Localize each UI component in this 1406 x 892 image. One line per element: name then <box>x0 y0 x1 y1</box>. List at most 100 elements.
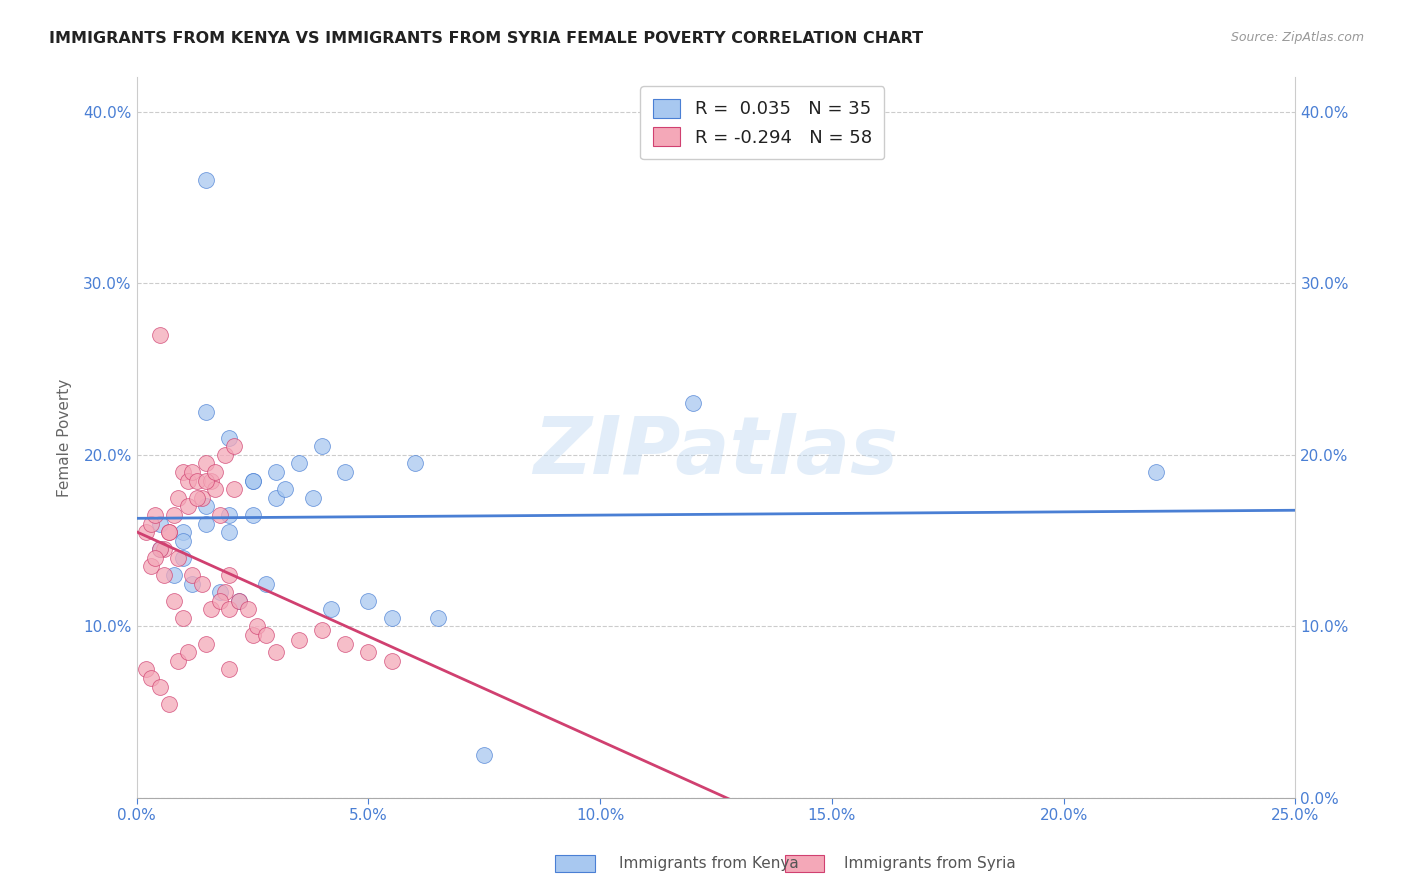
Point <box>242 474 264 488</box>
Point <box>200 602 222 616</box>
Point <box>426 611 449 625</box>
Point <box>242 628 264 642</box>
Point <box>149 542 172 557</box>
Point <box>186 474 208 488</box>
Point <box>242 474 264 488</box>
Point <box>186 491 208 505</box>
Point <box>404 457 426 471</box>
Point <box>190 491 212 505</box>
Point <box>176 474 198 488</box>
Point <box>195 637 218 651</box>
Point <box>172 533 194 548</box>
Point <box>264 491 287 505</box>
Point <box>172 465 194 479</box>
Point <box>195 405 218 419</box>
Point <box>218 525 240 540</box>
Text: ZIPatlas: ZIPatlas <box>533 413 898 491</box>
Point <box>181 465 204 479</box>
Point <box>357 593 380 607</box>
Point <box>139 671 162 685</box>
Point <box>195 457 218 471</box>
Point <box>135 525 157 540</box>
Point <box>311 623 333 637</box>
Point <box>139 516 162 531</box>
Point <box>149 327 172 342</box>
Point <box>472 748 495 763</box>
Point <box>236 602 259 616</box>
Point <box>311 439 333 453</box>
Point <box>181 568 204 582</box>
Point <box>167 654 190 668</box>
Point <box>195 474 218 488</box>
Point <box>264 465 287 479</box>
Point <box>204 465 226 479</box>
Y-axis label: Female Poverty: Female Poverty <box>58 378 72 497</box>
Text: Source: ZipAtlas.com: Source: ZipAtlas.com <box>1230 31 1364 45</box>
Point <box>195 173 218 187</box>
Point <box>139 559 162 574</box>
Point <box>682 396 704 410</box>
Point <box>167 491 190 505</box>
Point <box>288 633 311 648</box>
Legend: R =  0.035   N = 35, R = -0.294   N = 58: R = 0.035 N = 35, R = -0.294 N = 58 <box>641 87 884 160</box>
Point <box>209 585 232 599</box>
Text: IMMIGRANTS FROM KENYA VS IMMIGRANTS FROM SYRIA FEMALE POVERTY CORRELATION CHART: IMMIGRANTS FROM KENYA VS IMMIGRANTS FROM… <box>49 31 924 46</box>
Point <box>218 602 240 616</box>
Point <box>218 431 240 445</box>
Point <box>214 448 236 462</box>
Point <box>163 593 186 607</box>
Point <box>149 542 172 557</box>
Point <box>195 500 218 514</box>
Point <box>181 576 204 591</box>
Point <box>209 593 232 607</box>
Point <box>163 568 186 582</box>
Point <box>214 585 236 599</box>
Point <box>195 516 218 531</box>
Point <box>222 482 245 496</box>
Point <box>242 508 264 522</box>
Point <box>190 576 212 591</box>
Point <box>381 611 404 625</box>
Point <box>176 645 198 659</box>
Point <box>204 482 226 496</box>
Point <box>218 508 240 522</box>
Point <box>200 474 222 488</box>
Point <box>143 550 166 565</box>
Point <box>172 525 194 540</box>
Point <box>157 697 180 711</box>
Point <box>172 611 194 625</box>
Point <box>381 654 404 668</box>
Point <box>335 465 357 479</box>
Point <box>357 645 380 659</box>
Point <box>172 550 194 565</box>
Point <box>246 619 269 633</box>
Point <box>176 500 198 514</box>
Point <box>143 508 166 522</box>
Point <box>264 645 287 659</box>
Text: Immigrants from Kenya: Immigrants from Kenya <box>619 856 799 871</box>
Point <box>149 516 172 531</box>
Point <box>209 508 232 522</box>
Point <box>153 568 176 582</box>
Point <box>335 637 357 651</box>
Point <box>321 602 343 616</box>
Point <box>288 457 311 471</box>
Point <box>149 680 172 694</box>
Point <box>163 508 186 522</box>
Point <box>135 662 157 676</box>
Point <box>256 576 278 591</box>
Point <box>218 568 240 582</box>
Point <box>157 525 180 540</box>
Point <box>301 491 323 505</box>
Point <box>274 482 297 496</box>
Point <box>167 550 190 565</box>
Point <box>153 542 176 557</box>
Point <box>256 628 278 642</box>
Text: Immigrants from Syria: Immigrants from Syria <box>844 856 1015 871</box>
Point <box>228 593 250 607</box>
Point <box>218 662 240 676</box>
Point <box>228 593 250 607</box>
Point <box>222 439 245 453</box>
Point <box>157 525 180 540</box>
Point <box>1144 465 1167 479</box>
